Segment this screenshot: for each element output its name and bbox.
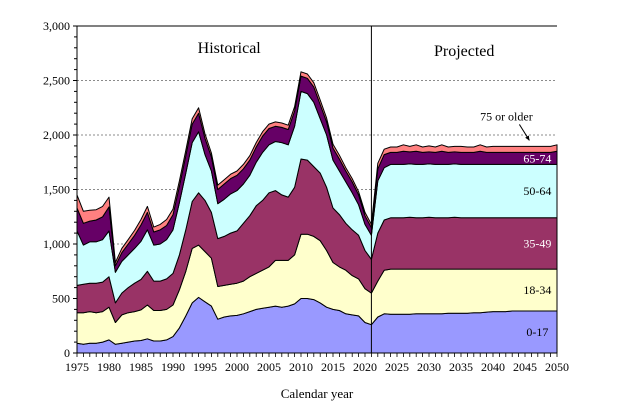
series-label: 50-64 (523, 184, 551, 198)
x-tick-label: 1995 (193, 360, 217, 374)
historical-label: Historical (198, 40, 262, 57)
y-tick-label: 2,000 (43, 128, 70, 142)
x-tick-label: 2040 (481, 360, 505, 374)
series-label: 65-74 (523, 151, 551, 165)
y-tick-label: 1,500 (43, 183, 70, 197)
x-tick-label: 2030 (417, 360, 441, 374)
x-tick-label: 2005 (257, 360, 281, 374)
annotation-text: 75 or older (480, 109, 533, 123)
x-axis-title: Calendar year (281, 386, 354, 401)
area-series (76, 71, 558, 354)
y-tick-label: 3,000 (43, 19, 70, 33)
x-tick-label: 2045 (513, 360, 537, 374)
x-axis: 1975 1980 1985 1990 1995 2000 2005 2010 2015 2020… (65, 353, 569, 374)
x-tick-label: 2020 (353, 360, 377, 374)
annotation: 75 or older (480, 109, 533, 141)
x-tick-label: 1985 (129, 360, 153, 374)
series-label: 35-49 (523, 236, 551, 250)
area-75-or-older (76, 71, 558, 267)
y-tick-label: 1,000 (43, 237, 70, 251)
x-tick-label: 1975 (65, 360, 89, 374)
x-tick-label: 2025 (385, 360, 409, 374)
x-tick-label: 1980 (97, 360, 121, 374)
annotation-arrowhead (525, 135, 530, 141)
y-axis: 0 500 1,000 1,500 2,000 2,500 3,000 (43, 19, 77, 360)
y-tick-label: 2,500 (43, 74, 70, 88)
x-tick-label: 1990 (161, 360, 185, 374)
y-tick-label: 500 (52, 292, 70, 306)
y-tick-label: 0 (64, 346, 70, 360)
series-label: 18-34 (523, 283, 551, 297)
x-tick-label: 2010 (289, 360, 313, 374)
x-tick-label: 2015 (321, 360, 345, 374)
x-tick-label: 2035 (449, 360, 473, 374)
x-tick-label: 2000 (225, 360, 249, 374)
projected-label: Projected (434, 43, 494, 60)
series-label: 0-17 (526, 325, 548, 339)
series-labels: 0-17 18-34 35-49 50-64 65-74 (523, 151, 551, 339)
x-tick-label: 2050 (545, 360, 569, 374)
